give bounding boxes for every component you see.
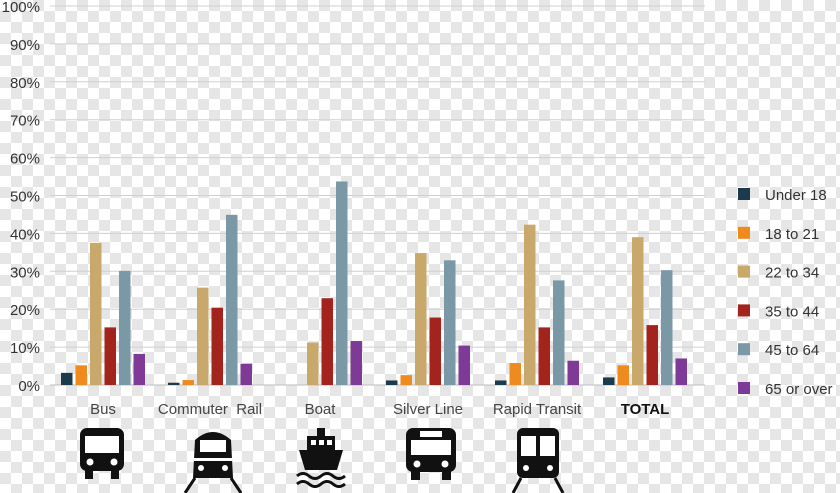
y-tick-label: 50% [10, 189, 40, 206]
ferry-boat-icon [296, 428, 346, 488]
bar-4-3 [538, 327, 550, 385]
legend-label: 35 to 44 [765, 303, 819, 320]
bar-3-4 [444, 260, 456, 385]
legend-swatch [738, 226, 750, 239]
bar-0-1 [75, 365, 87, 385]
bar-0-3 [104, 327, 116, 385]
bar-5-4 [661, 270, 673, 385]
y-tick-label: 100% [2, 0, 40, 16]
bar-3-5 [458, 345, 470, 385]
legend-swatch [738, 382, 750, 394]
category-label: Rapid Transit [493, 401, 582, 418]
bar-1-2 [197, 287, 209, 385]
legend-swatch [738, 265, 750, 278]
legend-label: 18 to 21 [765, 226, 819, 243]
legend-swatch [738, 188, 750, 200]
legend-label: 22 to 34 [765, 265, 819, 282]
y-tick-label: 90% [10, 37, 40, 54]
bar-3-0 [386, 380, 398, 385]
x-axis-category-labels: Bus Commuter Rail Boat Silver Line Rapid Tra… [90, 401, 669, 418]
legend-swatch [738, 304, 750, 317]
bus-icon [80, 428, 124, 479]
y-tick-label: 60% [10, 151, 40, 168]
bar-5-3 [646, 325, 658, 385]
bar-3-1 [400, 375, 412, 385]
bar-4-4 [553, 280, 565, 385]
silver-line-bus-icon [406, 428, 456, 480]
y-tick-label: 0% [18, 378, 40, 395]
bar-4-1 [509, 363, 521, 385]
y-tick-label: 10% [10, 340, 40, 357]
bar-2-5 [350, 341, 362, 385]
category-label: Boat [305, 401, 337, 418]
bar-5-0 [603, 377, 615, 385]
legend: Under 18 18 to 21 22 to 34 35 to 44 45 to 64… [738, 187, 833, 398]
legend-label: Under 18 [765, 187, 827, 204]
bar-0-5 [133, 353, 145, 385]
bar-0-4 [119, 270, 131, 385]
bar-5-2 [632, 237, 644, 385]
bar-4-5 [567, 360, 579, 385]
bar-3-2 [415, 253, 427, 385]
y-tick-label: 40% [10, 226, 40, 243]
gridlines [50, 5, 705, 386]
legend-label: 65 or over [765, 381, 833, 398]
y-axis-tick-labels: 0% 10% 20% 30% 40% 50% 60% 70% 80% 90% 100% [2, 0, 40, 395]
bar-3-3 [429, 317, 441, 385]
rapid-transit-subway-icon [511, 428, 565, 493]
bar-1-1 [182, 380, 194, 385]
bar-4-2 [524, 224, 536, 385]
bar-5-5 [675, 358, 687, 385]
category-label: Bus [90, 401, 116, 418]
y-tick-label: 30% [10, 264, 40, 281]
bar-1-4 [226, 214, 238, 385]
bar-0-2 [90, 242, 102, 385]
legend-label: 45 to 64 [765, 342, 819, 359]
bar-2-3 [321, 298, 333, 385]
bar-1-5 [240, 363, 252, 385]
y-tick-label: 20% [10, 302, 40, 319]
y-tick-label: 70% [10, 113, 40, 130]
bars [61, 181, 687, 385]
category-label: Commuter Rail [158, 401, 262, 418]
category-label: Silver Line [393, 401, 463, 418]
bar-4-0 [495, 380, 507, 385]
commuter-rail-train-icon [183, 432, 243, 493]
category-label: TOTAL [621, 401, 670, 418]
bar-0-0 [61, 372, 73, 385]
bar-1-3 [211, 307, 223, 385]
y-tick-label: 80% [10, 75, 40, 92]
bar-1-0 [168, 382, 180, 385]
legend-swatch [738, 343, 750, 356]
bar-2-4 [336, 181, 348, 385]
category-icons [80, 428, 565, 493]
bar-5-1 [617, 365, 629, 385]
bar-2-2 [307, 342, 319, 385]
